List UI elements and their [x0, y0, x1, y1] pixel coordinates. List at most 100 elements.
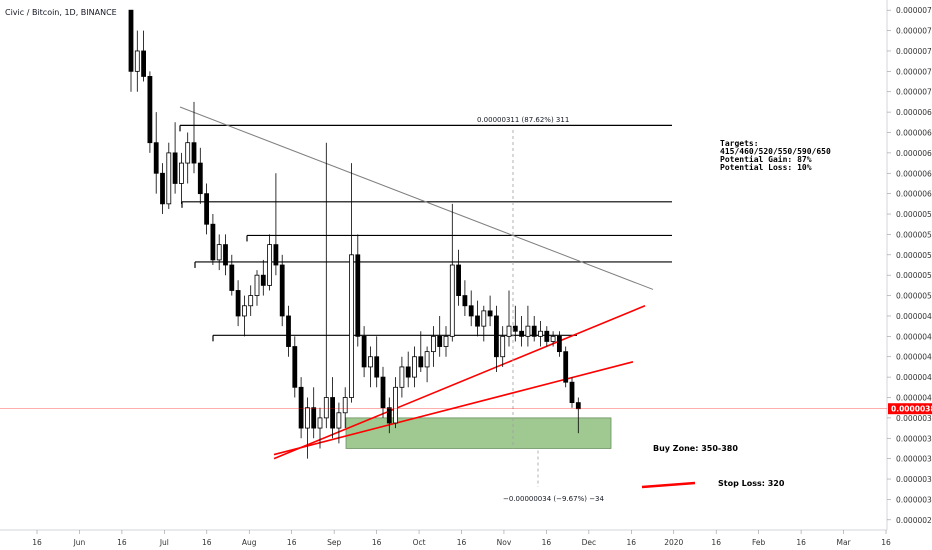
y-tick-label: 0.00000560 — [896, 230, 932, 239]
y-tick-label: 0.00000660 — [896, 129, 932, 138]
candle-body — [304, 407, 310, 429]
candle-body — [223, 244, 228, 266]
candle-body — [531, 325, 537, 337]
price-axis[interactable]: 0.00000780 0.00000760 0.00000740 0.00000720… — [887, 6, 932, 525]
candle-body — [323, 397, 329, 419]
candle-body — [487, 310, 493, 317]
candle-body — [229, 264, 235, 291]
candle-body — [273, 244, 279, 266]
candle-body — [506, 325, 512, 337]
candle-body — [544, 330, 550, 342]
candle-body — [166, 152, 172, 205]
candle-body — [235, 290, 241, 317]
y-tick-label: 0.00000620 — [896, 169, 932, 178]
candle-body — [342, 397, 348, 414]
candle-body — [380, 376, 386, 409]
candle-body — [349, 254, 354, 398]
x-tick-label: 16 — [287, 538, 297, 547]
y-tick-label: 0.00000700 — [896, 88, 932, 97]
y-tick-label: 0.00000760 — [896, 27, 932, 36]
y-tick-label: 0.00000380 — [896, 414, 932, 423]
buy-zone-layer — [345, 417, 612, 449]
x-tick-label: 16 — [372, 538, 382, 547]
x-tick-label: 16 — [32, 538, 42, 547]
candle-body — [367, 356, 373, 368]
last-price-badge — [888, 403, 932, 415]
x-tick-label: 16 — [796, 538, 806, 547]
candle-body — [557, 335, 562, 353]
candle-body — [128, 9, 134, 72]
x-tick-label: 16 — [117, 538, 127, 547]
chart-title: Civic / Bitcoin, 1D, BINANCE — [5, 8, 117, 17]
y-tick-label: 0.00000580 — [896, 210, 932, 219]
candle-body — [141, 50, 147, 77]
candle-body — [298, 386, 304, 429]
x-tick-label: Dec — [582, 538, 597, 547]
candle-body — [172, 152, 178, 184]
candle-body — [241, 305, 247, 317]
measure-up-label: 0.00000311 (87.62%) 311 — [477, 116, 569, 124]
candle-body — [405, 366, 411, 378]
candle-body — [330, 397, 336, 429]
candle-body — [267, 244, 273, 286]
candle-body — [178, 162, 184, 184]
candle-body — [430, 335, 436, 353]
x-tick-label: 16 — [627, 538, 637, 547]
stop-loss-label: Stop Loss: 320 — [718, 479, 785, 488]
candle-body — [575, 402, 581, 410]
y-tick-label: 0.00000360 — [896, 434, 932, 443]
candle-body — [292, 346, 298, 388]
x-tick-label: Sep — [327, 538, 341, 547]
candle-body — [437, 335, 443, 347]
candle-body — [134, 50, 140, 72]
stop-loss-marker — [641, 481, 696, 489]
y-tick-label: 0.00000460 — [896, 332, 932, 341]
x-tick-label: Mar — [836, 538, 851, 547]
measure-down-label: −0.00000034 (−9.67%) −34 — [503, 495, 605, 503]
y-tick-label: 0.00000440 — [896, 353, 932, 362]
candle-body — [538, 330, 543, 337]
candle-body — [475, 315, 480, 327]
y-tick-label: 0.00000640 — [896, 149, 932, 158]
y-tick-label: 0.00000500 — [896, 292, 932, 301]
candle-body — [210, 223, 216, 261]
x-tick-label: Jul — [159, 538, 169, 547]
candle-body — [317, 417, 323, 429]
x-tick-label: 16 — [457, 538, 467, 547]
x-tick-label: 16 — [881, 538, 891, 547]
y-tick-label: 0.00000540 — [896, 251, 932, 260]
rising-support-line-upper — [273, 305, 646, 460]
candle-body — [248, 295, 254, 307]
candle-body — [216, 244, 222, 261]
candle-body — [500, 335, 506, 358]
candle-body — [153, 142, 159, 174]
x-tick-label: 2020 — [664, 538, 683, 547]
candle-body — [254, 274, 260, 296]
candle-body — [311, 407, 317, 429]
candle-body — [468, 305, 474, 317]
candle-body — [361, 335, 367, 368]
y-tick-label: 0.00000400 — [896, 394, 932, 403]
candle-body — [147, 76, 153, 144]
x-tick-label: 16 — [542, 538, 552, 547]
y-tick-label: 0.00000280 — [896, 516, 932, 525]
candle-body — [519, 330, 524, 337]
candle-body — [393, 386, 399, 424]
candle-body — [525, 325, 531, 337]
candle-body — [424, 351, 430, 368]
targets-values: 415/460/520/550/590/650 — [720, 147, 831, 156]
y-tick-label: 0.00000320 — [896, 475, 932, 484]
candle-body — [197, 162, 203, 195]
candle-body — [550, 335, 556, 342]
buy-zone-rect — [345, 417, 612, 449]
rising-support-line-lower — [273, 361, 634, 456]
y-tick-label: 0.00000300 — [896, 495, 932, 504]
x-tick-label: 16 — [202, 538, 212, 547]
buy-zone-label: Buy Zone: 350-380 — [653, 444, 738, 453]
candle-body — [185, 142, 191, 164]
time-axis[interactable]: 16 Jun 16 Jul 16 Aug 16 Sep 16 Oct 16 Nov 16 Dec 16 202… — [32, 530, 891, 547]
x-tick-label: 16 — [711, 538, 721, 547]
candle-body — [563, 351, 569, 383]
trendlines-layer — [179, 106, 654, 460]
